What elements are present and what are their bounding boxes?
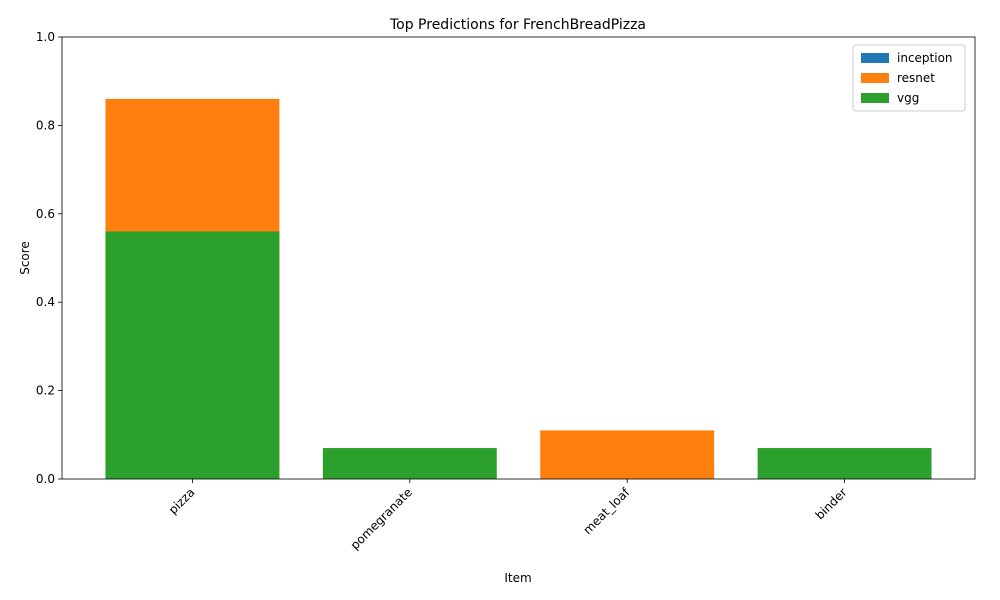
bar: [757, 448, 932, 479]
y-tick-label: 0.4: [36, 295, 55, 309]
y-tick-label: 0.6: [36, 207, 55, 221]
bar: [322, 448, 497, 479]
legend-label: resnet: [897, 71, 935, 85]
x-tick-label: pomegranate: [348, 485, 415, 552]
legend-label: inception: [897, 51, 953, 65]
legend-swatch: [861, 53, 889, 63]
plot-frame: [61, 36, 976, 480]
chart-title: Top Predictions for FrenchBreadPizza: [389, 17, 646, 33]
legend-swatch: [861, 73, 889, 83]
x-tick-label: binder: [813, 485, 850, 522]
bar: [105, 231, 280, 479]
y-axis-label: Score: [18, 241, 32, 275]
y-tick-label: 0.0: [36, 472, 55, 486]
x-tick-label: pizza: [166, 485, 198, 517]
bar: [540, 430, 715, 479]
legend-label: vgg: [897, 91, 919, 105]
y-tick-label: 1.0: [36, 30, 55, 44]
x-tick-label: meat_loaf: [580, 485, 632, 537]
y-tick-label: 0.8: [36, 118, 55, 132]
y-tick-label: 0.2: [36, 384, 55, 398]
x-axis-label: Item: [504, 571, 531, 585]
legend-swatch: [861, 93, 889, 103]
